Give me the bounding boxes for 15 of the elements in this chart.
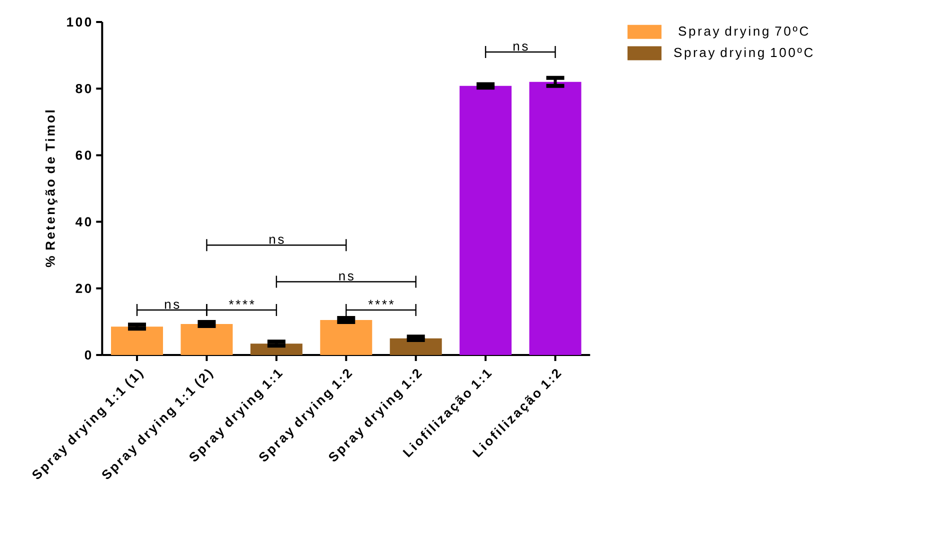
annotation: ns: [339, 273, 354, 281]
legend-label: Spray drying 70ºC: [678, 26, 808, 38]
y-tick-label: 80: [76, 84, 92, 94]
y-axis-title: % Retenção de Timol: [45, 110, 58, 268]
annotation: ****: [368, 300, 394, 304]
annotation: ns: [270, 236, 284, 244]
y-tick-label: 40: [76, 217, 92, 226]
annotation: ****: [228, 300, 254, 304]
annotation: ns: [514, 44, 528, 51]
y-tick-label: 100: [67, 17, 92, 27]
y-tick-label: 0: [84, 350, 92, 360]
y-tick-label: 60: [76, 150, 92, 160]
y-tick-label: 20: [76, 284, 92, 293]
annotation: ns: [164, 302, 180, 309]
legend-label: Spray drying 100ºC: [674, 48, 813, 60]
